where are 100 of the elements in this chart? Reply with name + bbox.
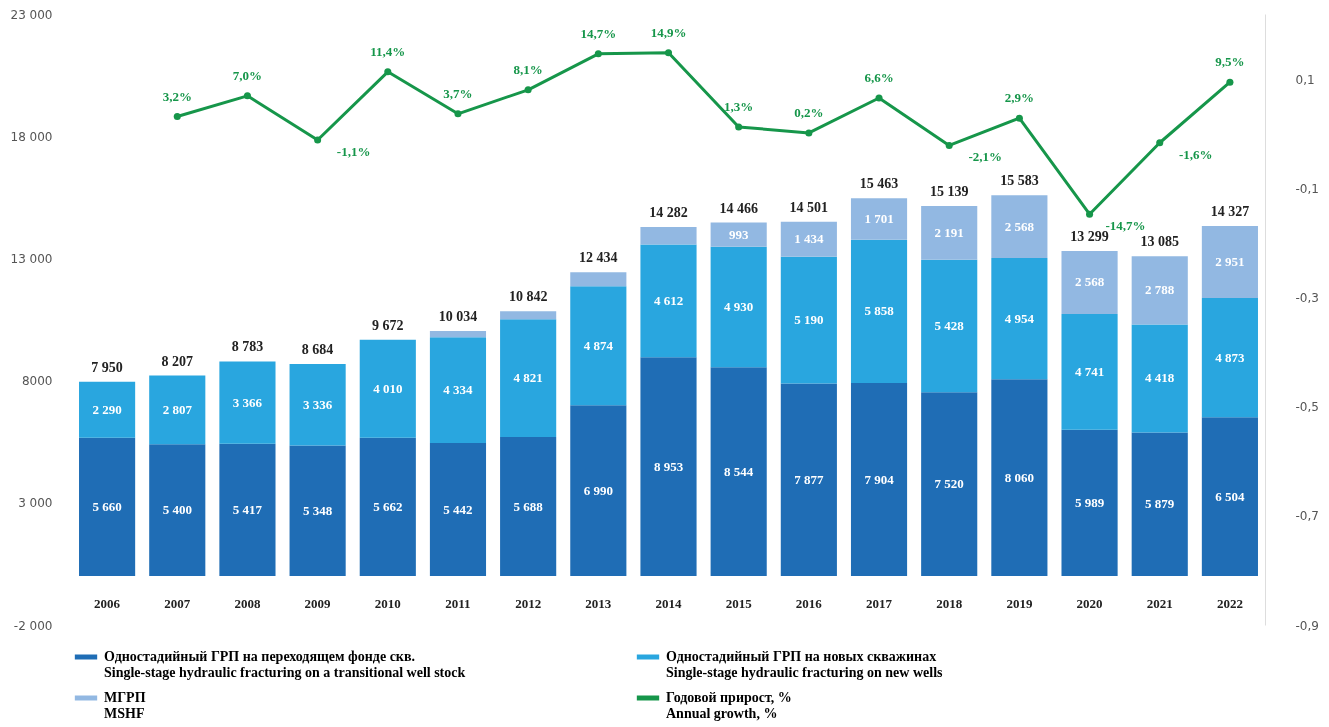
x-tick-label: 2011 (445, 595, 471, 611)
data-label: -1,1% (336, 144, 371, 160)
x-tick-label: 2007 (164, 595, 191, 611)
data-label: 5 417 (232, 501, 263, 517)
total-label: 14 501 (789, 199, 829, 215)
y-tick-label: 13 000 (10, 251, 53, 266)
total-label: 13 299 (1070, 229, 1109, 245)
data-label: 3 366 (232, 394, 263, 410)
bar (710, 246, 767, 368)
bar (570, 405, 627, 577)
bar (570, 272, 627, 287)
data-label: 4 418 (1145, 370, 1175, 386)
bar (359, 339, 416, 438)
point (524, 86, 532, 94)
bar (991, 195, 1048, 259)
legend-label: Одностадийный ГРП на новых скважинах Single-stage hydraulic fracturing on new wells (666, 649, 944, 680)
data-label: 2 568 (1004, 218, 1035, 234)
bar (79, 437, 136, 577)
y2-tick-label: -0,3 (1295, 291, 1319, 306)
data-label: 4 954 (1004, 310, 1035, 326)
bar (1201, 298, 1258, 418)
data-label: 14,7% (580, 25, 617, 41)
bar (710, 222, 767, 247)
bar (780, 221, 837, 257)
bar (500, 311, 557, 320)
bar (429, 337, 487, 444)
bar (1131, 256, 1188, 325)
total-label: 8 684 (301, 341, 334, 357)
data-label: 7 904 (864, 471, 895, 487)
bar (780, 383, 837, 577)
bar (991, 258, 1048, 380)
data-label: 4 612 (653, 292, 684, 308)
bar (219, 361, 276, 444)
data-label: 2,9% (1004, 90, 1035, 106)
point (1226, 78, 1234, 86)
point (1015, 114, 1023, 122)
point (1086, 210, 1094, 218)
x-tick-label: 2018 (936, 595, 963, 611)
total-label: 8 207 (161, 353, 194, 369)
data-label: 7 877 (794, 471, 824, 487)
y2-tick-label: -0,5 (1295, 400, 1319, 415)
bar (500, 319, 557, 438)
data-label: 5 688 (513, 498, 544, 514)
bar (429, 330, 487, 338)
bar (79, 381, 136, 438)
bar (710, 367, 767, 577)
x-tick-label: 2015 (725, 595, 753, 611)
bar (780, 256, 837, 384)
data-label: 2 191 (934, 224, 964, 240)
total-label: 13 085 (1140, 234, 1179, 250)
bar (1131, 432, 1188, 577)
x-tick-label: 2019 (1006, 595, 1033, 611)
data-label: 6 504 (1215, 488, 1246, 504)
data-label: 5 660 (92, 498, 122, 514)
legend-label: МГРП MSHF (104, 690, 146, 721)
total-label: 15 139 (929, 184, 969, 200)
point (314, 136, 322, 144)
bar (921, 206, 978, 260)
y2-tick-label: -0,7 (1295, 509, 1319, 524)
total-label: 14 327 (1210, 203, 1250, 219)
y2-tick-label: 0,1 (1295, 72, 1315, 87)
data-label: 11,4% (370, 43, 406, 59)
legend-label: Годовой прирост, % Annual growth, % (666, 690, 792, 721)
x-tick-label: 2012 (515, 595, 542, 611)
y2-tick-label: -0,1 (1295, 182, 1319, 197)
bar (1201, 225, 1258, 299)
bar (640, 357, 697, 577)
bar (1131, 324, 1188, 433)
data-label: 6 990 (583, 482, 613, 498)
bar (921, 259, 978, 393)
y-tick-label: 23 000 (10, 7, 53, 22)
bar (1061, 251, 1118, 314)
total-label: 7 950 (91, 359, 123, 375)
x-tick-label: 2022 (1216, 595, 1243, 611)
total-label: 14 282 (649, 205, 688, 221)
data-label: 4 874 (583, 337, 614, 353)
bar (640, 244, 697, 358)
bar (359, 437, 416, 577)
data-label: 3 336 (302, 396, 333, 412)
bar (219, 443, 276, 577)
bar (850, 239, 908, 383)
data-label: 6,6% (864, 70, 894, 86)
total-label: 14 466 (719, 200, 758, 216)
x-tick-label: 2020 (1076, 595, 1103, 611)
data-label: 4 010 (373, 380, 403, 396)
data-label: 2 951 (1215, 254, 1245, 269)
data-label: 2 290 (92, 401, 122, 417)
data-label: 5 989 (1074, 494, 1105, 510)
point (1156, 139, 1164, 147)
total-label: 12 434 (579, 250, 618, 266)
point (384, 68, 392, 76)
bar (1201, 417, 1258, 577)
bar (640, 227, 697, 245)
bar (850, 198, 908, 240)
point (735, 123, 743, 131)
y-tick-label: 8000 (21, 374, 53, 389)
total-label: 10 034 (438, 308, 478, 324)
x-tick-label: 2013 (585, 595, 612, 611)
data-label: 8,1% (513, 61, 543, 77)
data-label: 4 873 (1215, 349, 1246, 365)
